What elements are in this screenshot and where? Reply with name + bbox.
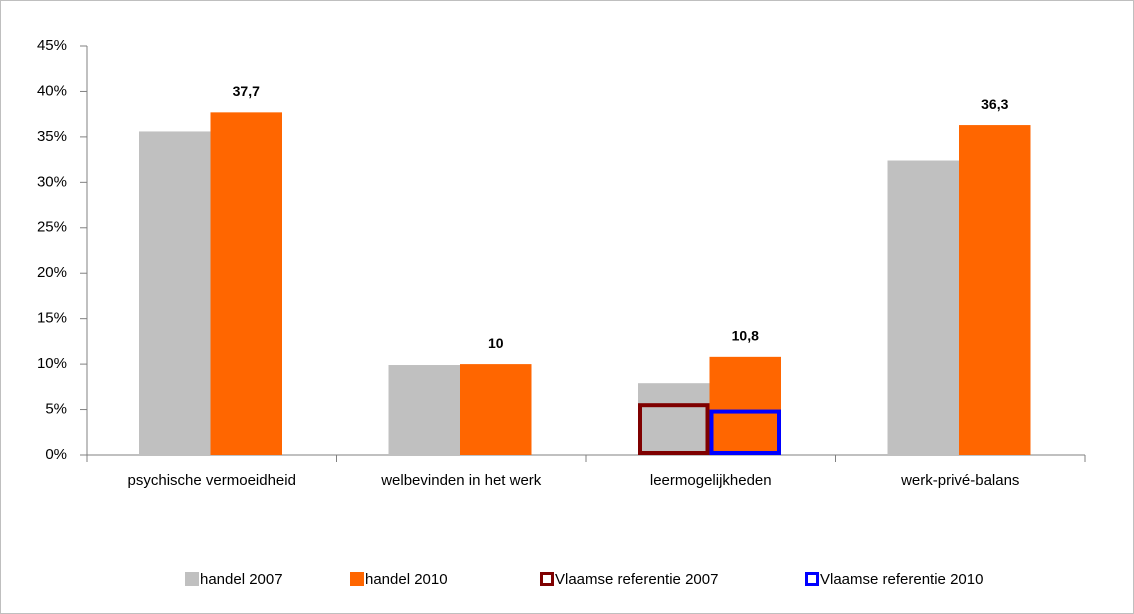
value-label: 37,7 (233, 83, 260, 99)
y-tick-label: 20% (37, 264, 67, 281)
y-tick-label: 35% (37, 128, 67, 145)
y-tick-label: 30% (37, 173, 67, 190)
y-tick-label: 10% (37, 355, 67, 372)
bar (887, 160, 959, 455)
legend-swatch (350, 572, 364, 586)
y-tick-label: 0% (45, 446, 67, 463)
legend-label: Vlaamse referentie 2010 (820, 571, 983, 588)
x-tick-label: psychische vermoeidheid (128, 472, 296, 489)
legend-swatch (540, 572, 554, 586)
y-tick-label: 45% (37, 37, 67, 54)
bar (638, 383, 710, 455)
reference-box (709, 409, 781, 455)
y-tick-label: 40% (37, 82, 67, 99)
legend-label: handel 2007 (200, 571, 283, 588)
x-tick-label: werk-privé-balans (900, 472, 1019, 489)
legend-label: Vlaamse referentie 2007 (555, 571, 718, 588)
value-label: 10,8 (732, 328, 759, 344)
bar (709, 356, 781, 455)
legend-label: handel 2010 (365, 571, 448, 588)
value-label: 10 (488, 335, 504, 351)
legend-swatch (805, 572, 819, 586)
x-tick-label: leermogelijkheden (650, 472, 772, 489)
y-tick-label: 25% (37, 219, 67, 236)
value-label: 36,3 (981, 96, 1008, 112)
legend-swatch (185, 572, 199, 586)
bar (460, 364, 532, 455)
bar (388, 365, 460, 455)
x-tick-label: welbevinden in het werk (380, 472, 542, 489)
bar (210, 112, 282, 456)
bar (139, 131, 211, 456)
y-tick-label: 15% (37, 310, 67, 327)
bar (959, 125, 1031, 455)
reference-box (638, 403, 710, 455)
y-tick-label: 5% (45, 401, 67, 418)
